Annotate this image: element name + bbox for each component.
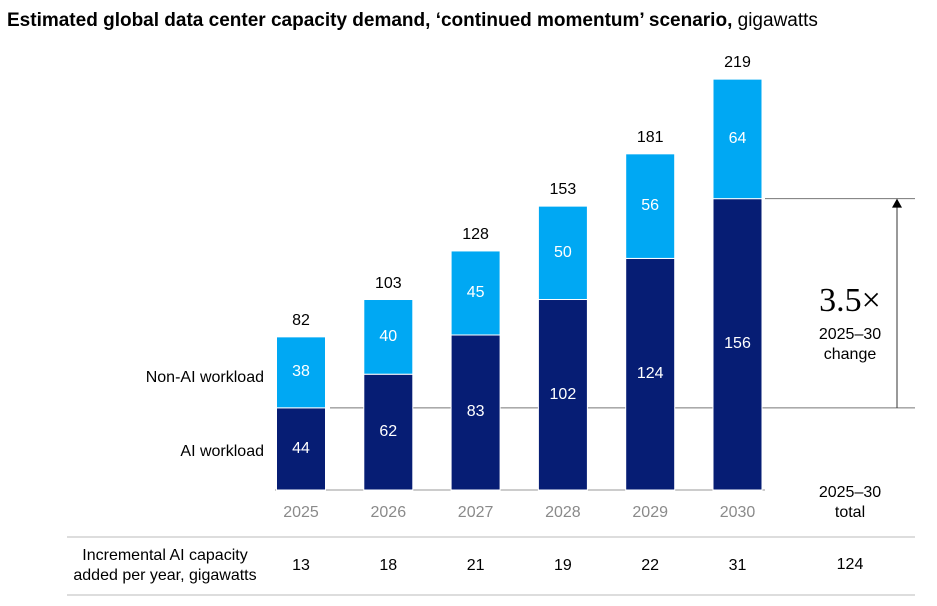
arrow-head-icon (892, 198, 902, 208)
legend-non-ai: Non-AI workload (145, 369, 264, 386)
total-label: 82 (292, 311, 310, 329)
bar-value-label: 44 (292, 439, 310, 457)
bar-ai-2025 (276, 407, 326, 491)
chart-title: Estimated global data center capacity de… (7, 10, 818, 31)
x-tick-label: 2028 (545, 504, 581, 521)
total-label: 103 (374, 274, 402, 292)
bar-value-label: 40 (379, 327, 398, 345)
x-tick-label: 2026 (370, 504, 407, 521)
table-value: 22 (641, 557, 660, 574)
table-total: 124 (836, 556, 864, 573)
table-row-label: Incremental AI capacity (82, 547, 248, 564)
bar-value-label: 45 (466, 283, 485, 301)
annotation-label: 2025–30 (818, 326, 882, 343)
total-header: 2025–30 (818, 484, 882, 501)
bar-value-label: 38 (292, 363, 310, 381)
total-label: 219 (724, 54, 751, 72)
table-value: 31 (728, 557, 747, 574)
bar-value-label: 102 (549, 385, 577, 403)
bar-value-label: 50 (553, 243, 572, 261)
table-value: 19 (553, 557, 572, 574)
bar-non-ai-2026 (363, 299, 414, 375)
table-value: 18 (379, 557, 398, 574)
bar-value-label: 64 (728, 129, 747, 147)
x-tick-label: 2025 (283, 504, 319, 521)
bar-ai-2027 (450, 334, 501, 491)
table-value: 13 (292, 557, 310, 574)
multiplier-annotation: 3.5× (819, 282, 881, 319)
bar-non-ai-2030 (712, 78, 763, 200)
bar-value-label: 156 (724, 335, 751, 353)
table-value: 21 (466, 557, 485, 574)
x-tick-label: 2030 (719, 504, 756, 521)
bar-value-label: 83 (466, 403, 485, 421)
bar-non-ai-2028 (537, 205, 588, 301)
total-label: 128 (462, 225, 489, 243)
x-tick-label: 2029 (632, 504, 668, 521)
legend-ai: AI workload (180, 443, 264, 460)
bar-value-label: 124 (636, 365, 664, 383)
annotation-label: change (823, 346, 877, 363)
bar-non-ai-2025 (276, 336, 326, 409)
total-header: total (834, 504, 866, 521)
bar-non-ai-2027 (450, 250, 501, 336)
bar-ai-2029 (625, 257, 676, 491)
total-label: 153 (549, 181, 577, 199)
table-row-label: added per year, gigawatts (73, 567, 257, 584)
bar-ai-2030 (712, 198, 763, 491)
total-label: 181 (636, 128, 664, 146)
bar-value-label: 62 (379, 423, 398, 441)
x-tick-label: 2027 (457, 504, 494, 521)
bar-value-label: 56 (641, 197, 660, 215)
bar-non-ai-2029 (625, 153, 676, 259)
bar-ai-2028 (537, 299, 588, 491)
